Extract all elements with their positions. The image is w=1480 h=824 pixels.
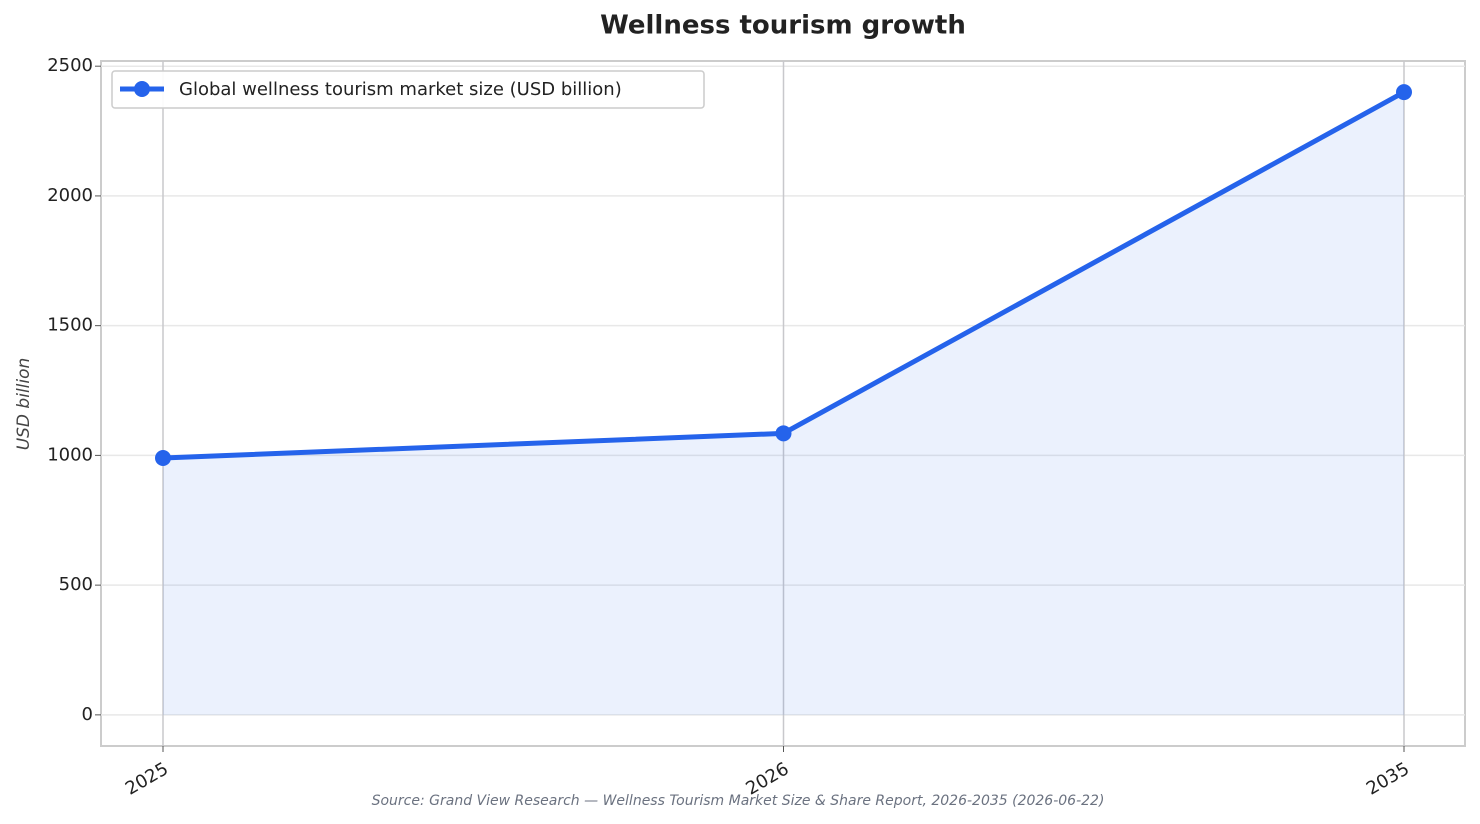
marker <box>775 425 792 442</box>
y-tick-label: 1500 <box>47 315 93 336</box>
y-tick-label: 500 <box>59 574 93 595</box>
area <box>163 92 1404 715</box>
x-tick-label: 2035 <box>1363 758 1413 799</box>
marker <box>1396 84 1412 101</box>
legend <box>111 70 705 109</box>
legend-label: Global wellness tourism market size (USD… <box>179 79 622 100</box>
y-tick-label: 1000 <box>47 444 93 465</box>
y-axis-label: USD billion <box>14 358 34 451</box>
x-tick-label: 2025 <box>122 758 172 799</box>
marker <box>155 449 171 466</box>
y-tick-label: 2000 <box>47 185 93 206</box>
legend-marker <box>134 81 150 97</box>
y-tick-label: 0 <box>82 704 93 725</box>
y-tick-label: 2500 <box>47 55 93 76</box>
source-note: Source: Grand View Research — Wellness T… <box>372 793 1105 809</box>
chart-title: Wellness tourism growth <box>600 11 966 41</box>
